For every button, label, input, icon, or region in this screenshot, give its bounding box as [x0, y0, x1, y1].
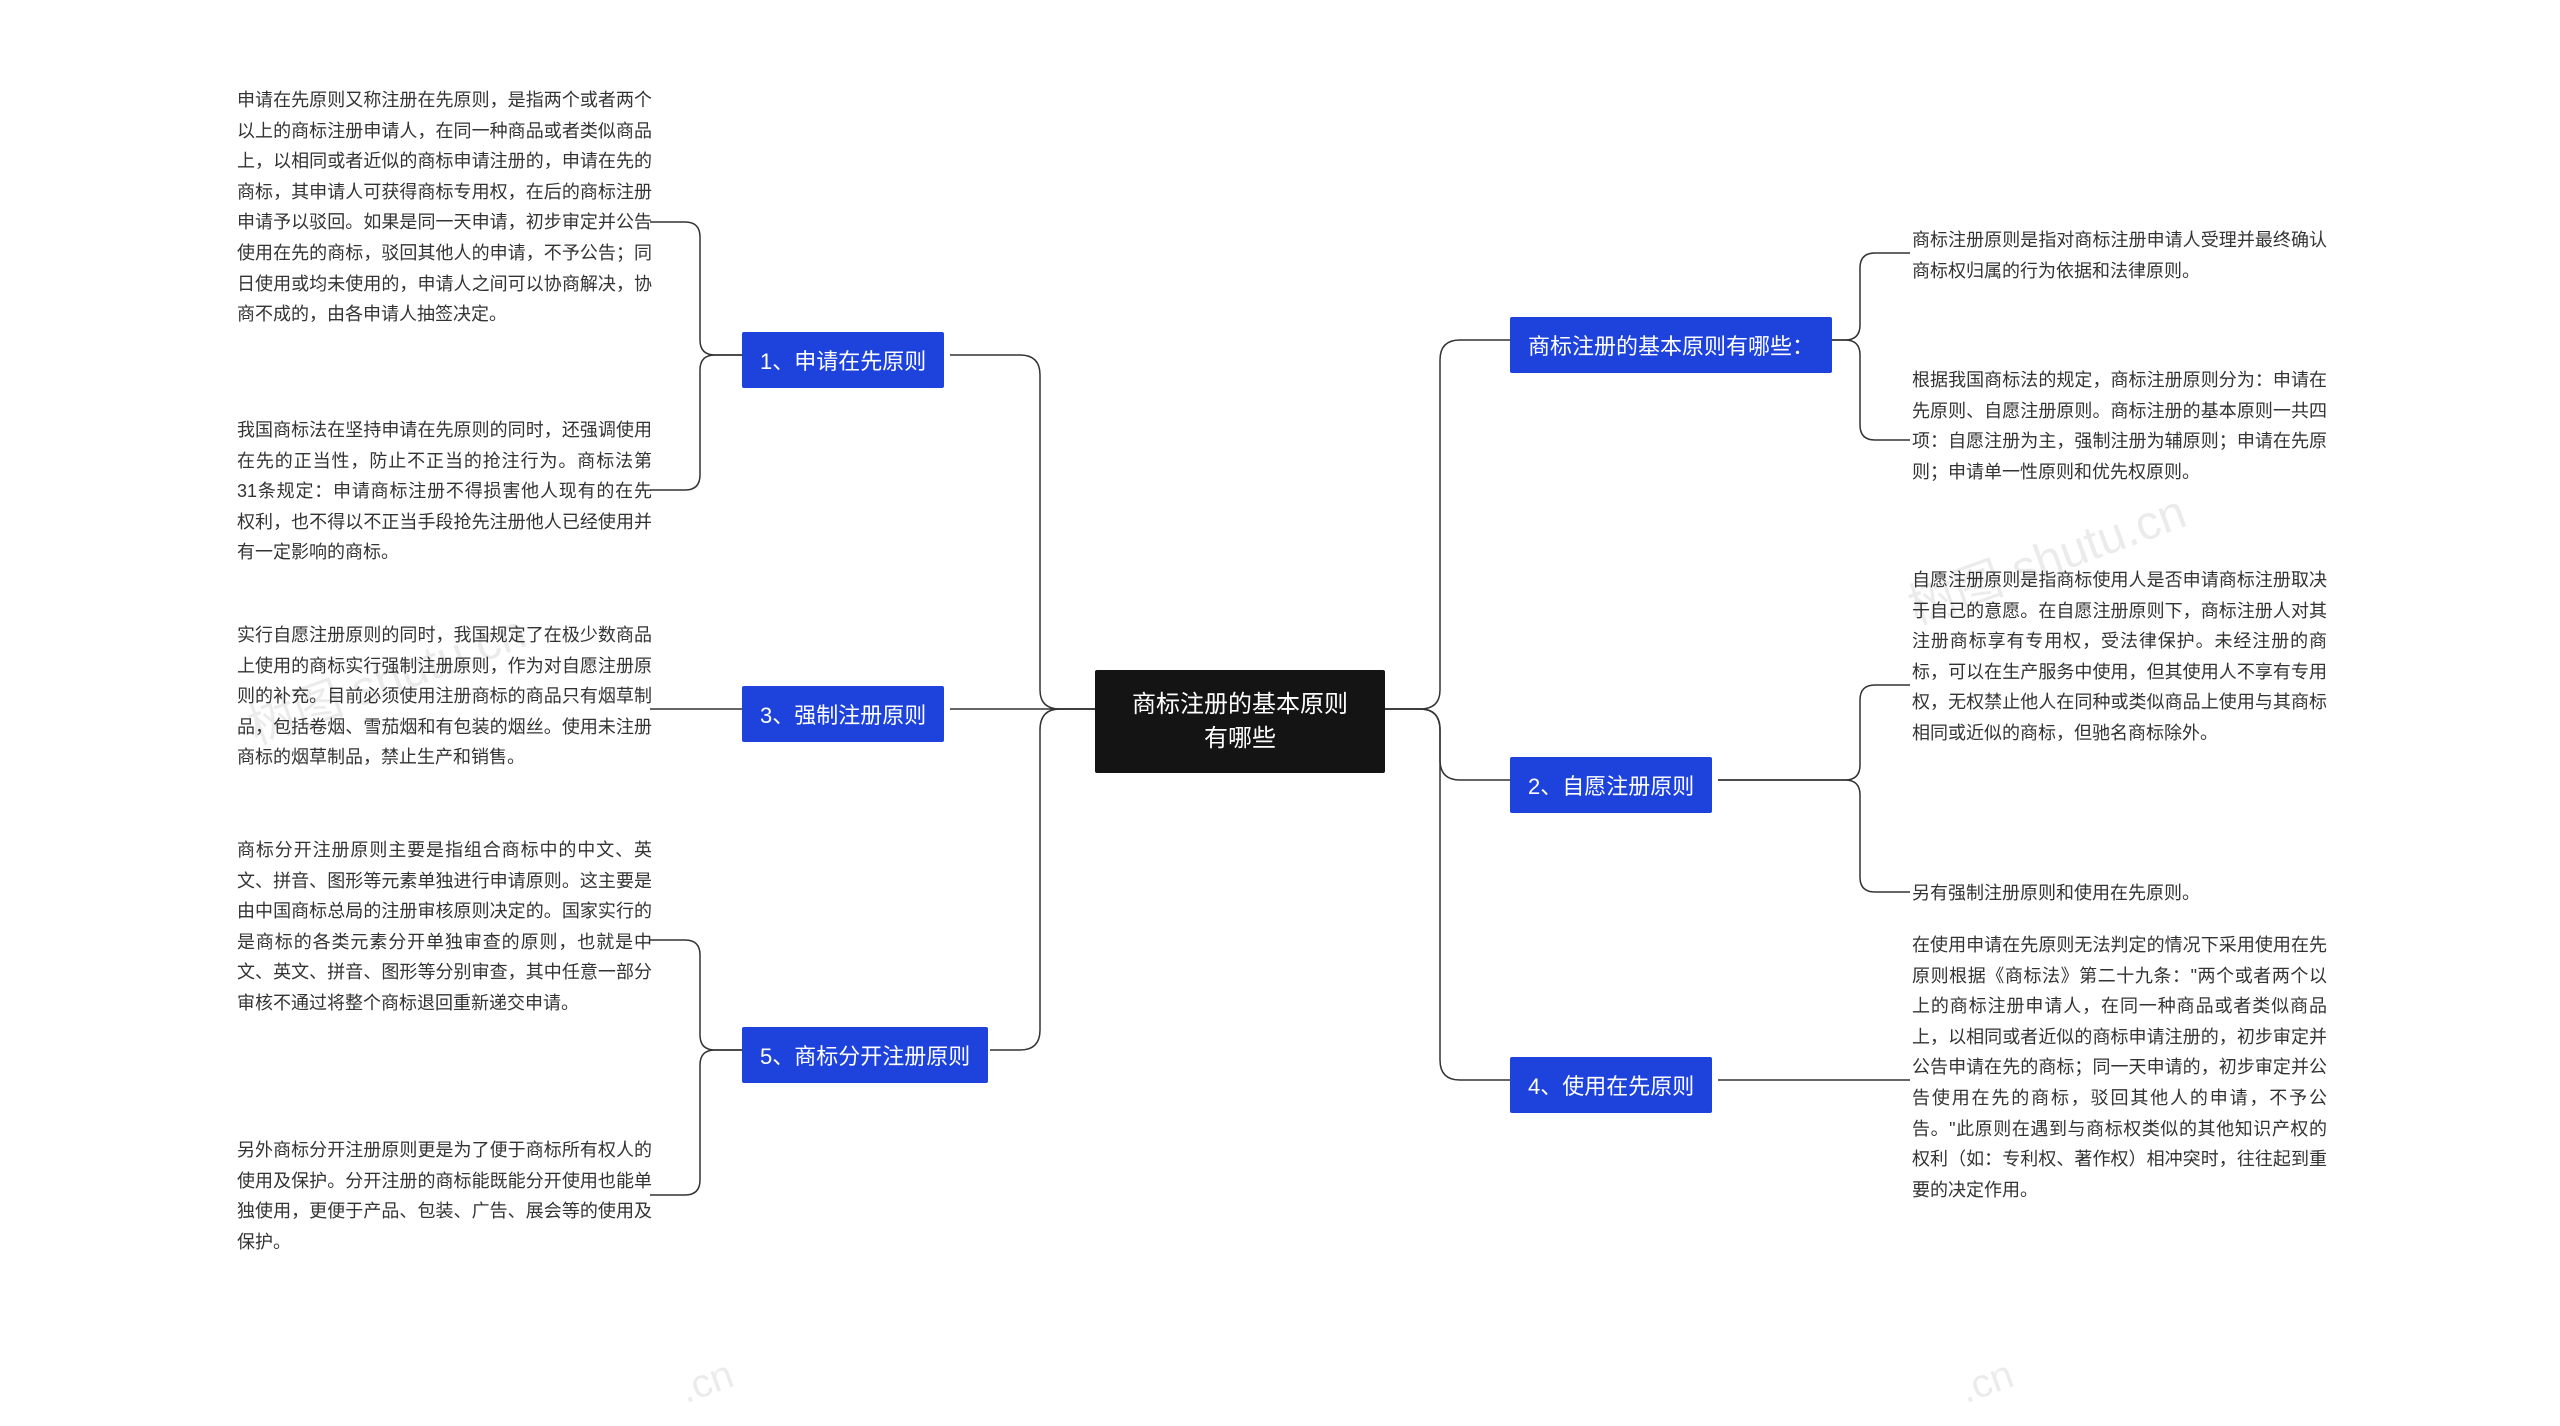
branch-right-2: 2、自愿注册原则	[1510, 757, 1712, 813]
text-left-1-1: 我国商标法在坚持申请在先原则的同时，还强调使用在先的正当性，防止不正当的抢注行为…	[237, 415, 652, 568]
text-right-2-1: 另有强制注册原则和使用在先原则。	[1912, 878, 2327, 909]
branch-left-5: 5、商标分开注册原则	[742, 1027, 988, 1083]
branch-left-3: 3、强制注册原则	[742, 686, 944, 742]
center-node: 商标注册的基本原则有哪些	[1095, 670, 1385, 773]
text-left-1-0: 申请在先原则又称注册在先原则，是指两个或者两个以上的商标注册申请人，在同一种商品…	[237, 85, 652, 330]
branch-left-1: 1、申请在先原则	[742, 332, 944, 388]
branch-right-intro: 商标注册的基本原则有哪些：	[1510, 317, 1832, 373]
text-right-intro-1: 根据我国商标法的规定，商标注册原则分为：申请在先原则、自愿注册原则。商标注册的基…	[1912, 365, 2327, 487]
text-left-5-1: 另外商标分开注册原则更是为了便于商标所有权人的使用及保护。分开注册的商标能既能分…	[237, 1135, 652, 1257]
watermark-partial-2: .cn	[1954, 1352, 2020, 1413]
branch-right-4: 4、使用在先原则	[1510, 1057, 1712, 1113]
text-left-3-0: 实行自愿注册原则的同时，我国规定了在极少数商品上使用的商标实行强制注册原则，作为…	[237, 620, 652, 773]
watermark-partial-1: .cn	[674, 1352, 740, 1413]
text-left-5-0: 商标分开注册原则主要是指组合商标中的中文、英文、拼音、图形等元素单独进行申请原则…	[237, 835, 652, 1019]
text-right-intro-0: 商标注册原则是指对商标注册申请人受理并最终确认商标权归属的行为依据和法律原则。	[1912, 225, 2327, 286]
text-right-4-0: 在使用申请在先原则无法判定的情况下采用使用在先原则根据《商标法》第二十九条："两…	[1912, 930, 2327, 1205]
text-right-2-0: 自愿注册原则是指商标使用人是否申请商标注册取决于自己的意愿。在自愿注册原则下，商…	[1912, 565, 2327, 749]
